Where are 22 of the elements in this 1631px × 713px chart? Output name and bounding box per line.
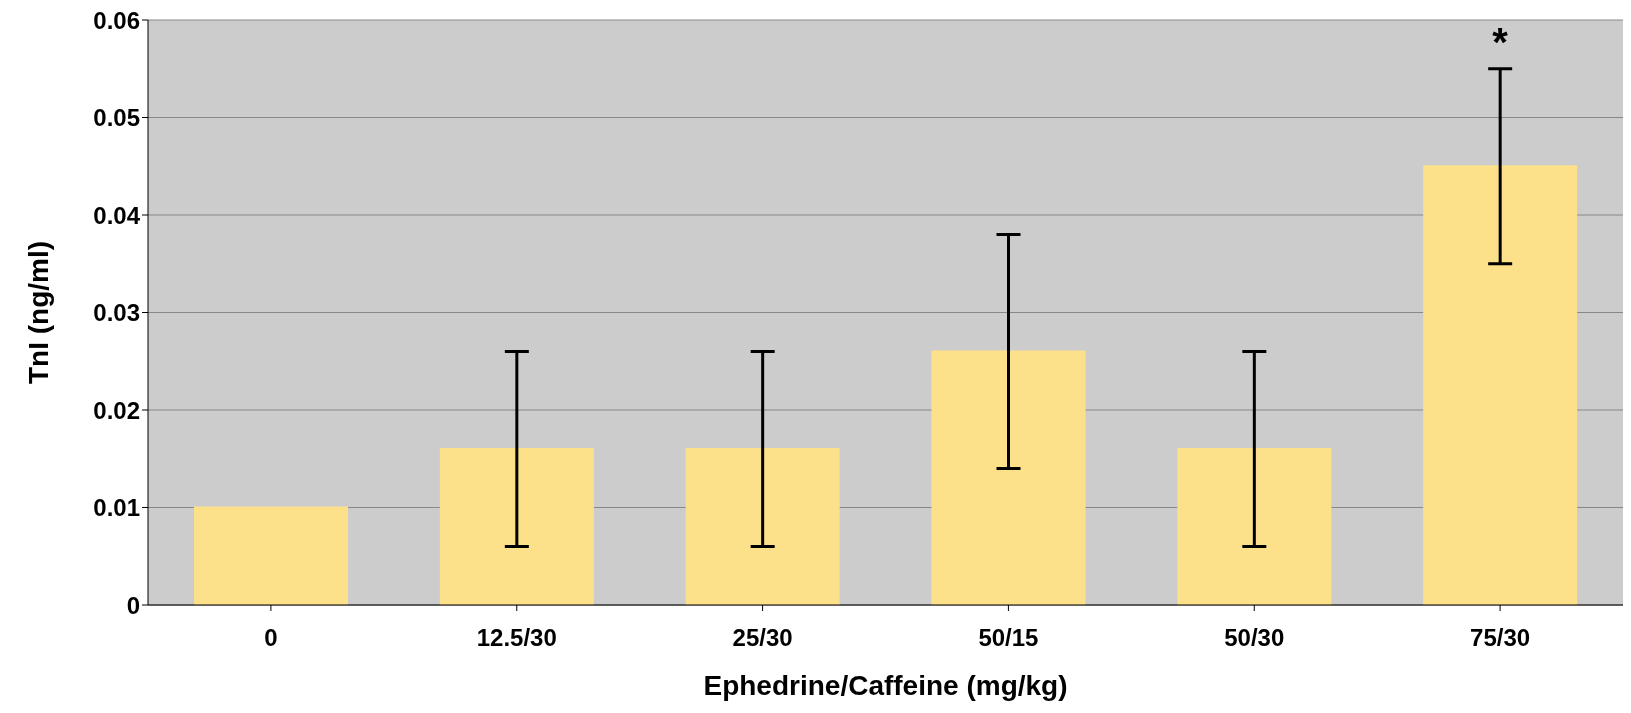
y-tick-label: 0.06 — [93, 6, 140, 34]
x-tick-label: 50/30 — [1224, 624, 1285, 652]
y-tick-label: 0.04 — [93, 201, 141, 229]
x-tick-label: 75/30 — [1470, 624, 1531, 652]
x-tick-label: 0 — [264, 624, 278, 652]
y-axis-title: TnI (ng/ml) — [22, 240, 54, 385]
bar — [439, 448, 594, 605]
y-tick-label: 0.02 — [93, 396, 140, 424]
x-tick-label: 50/15 — [978, 624, 1039, 652]
y-tick-label: 0.05 — [93, 104, 140, 132]
y-tick-label: 0.01 — [93, 494, 140, 522]
bar — [685, 448, 840, 605]
bar — [194, 506, 348, 605]
bar — [1177, 448, 1332, 605]
bar — [931, 350, 1086, 605]
annotation: * — [1492, 20, 1509, 65]
y-tick-label: 0.03 — [93, 299, 140, 327]
x-tick-label: 12.5/30 — [476, 624, 557, 652]
y-tick-label: 0 — [126, 591, 140, 619]
bar — [1423, 165, 1578, 605]
x-axis-title: Ephedrine/Caffeine (mg/kg) — [703, 670, 1068, 701]
x-tick-label: 25/30 — [732, 624, 793, 652]
